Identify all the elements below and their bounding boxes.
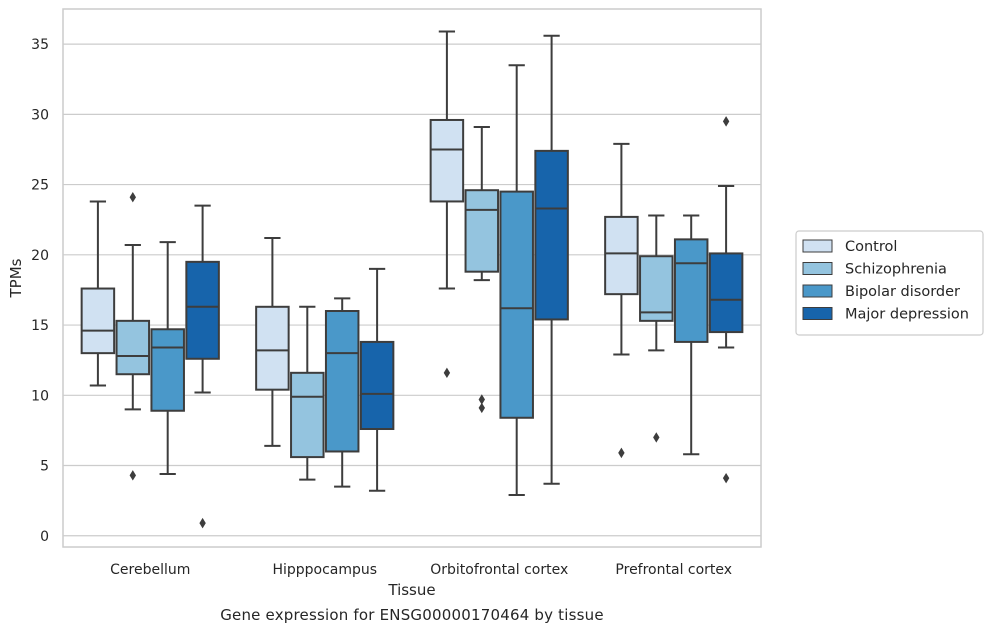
box-1-0 xyxy=(255,236,290,447)
outlier-point xyxy=(199,517,206,529)
outlier-point xyxy=(653,432,660,443)
outlier-point xyxy=(129,192,136,203)
box-1-1 xyxy=(290,305,325,481)
box-1-3 xyxy=(359,267,395,492)
box-1-2 xyxy=(324,297,360,488)
outlier-point xyxy=(722,116,730,127)
y-tick-label: 30 xyxy=(31,107,49,123)
outlier-point xyxy=(618,447,625,459)
box-body xyxy=(604,215,639,296)
outlier-point xyxy=(478,402,485,414)
legend-swatch xyxy=(802,307,833,320)
outlier-point xyxy=(129,470,136,481)
box-body xyxy=(115,319,151,376)
box-3-2 xyxy=(673,214,709,456)
outlier-point xyxy=(478,394,485,405)
box-body xyxy=(673,238,709,343)
box-body xyxy=(708,252,744,334)
x-tick-label: Prefrontal cortex xyxy=(615,562,732,578)
legend-label: Major depression xyxy=(845,307,969,323)
box-0-2 xyxy=(150,241,185,475)
x-axis-label: Tissue xyxy=(387,581,435,599)
box-3-1 xyxy=(639,214,674,443)
box-body xyxy=(429,118,465,203)
box-body xyxy=(324,310,360,453)
box-0-0 xyxy=(80,200,116,387)
legend-label: Control xyxy=(845,239,897,255)
y-axis-label: TPMs xyxy=(7,258,25,298)
box-3-3 xyxy=(708,116,744,484)
box-body xyxy=(359,340,395,431)
figure-caption: Gene expression for ENSG00000170464 by t… xyxy=(220,606,604,624)
legend-swatch xyxy=(802,284,833,298)
box-2-0 xyxy=(429,30,465,379)
box-body xyxy=(534,149,569,321)
y-tick-label: 10 xyxy=(31,388,49,404)
outlier-point xyxy=(443,367,451,379)
box-body xyxy=(464,189,500,273)
y-tick-label: 0 xyxy=(40,529,49,545)
x-tick-label: Orbitofrontal cortex xyxy=(430,562,568,578)
box-body xyxy=(150,328,185,412)
legend-label: Schizophrenia xyxy=(845,262,947,278)
box-body xyxy=(639,255,674,322)
legend-label: Bipolar disorder xyxy=(845,284,960,300)
legend-swatch xyxy=(802,239,833,253)
box-body xyxy=(499,190,534,419)
box-body xyxy=(255,305,290,391)
y-tick-label: 20 xyxy=(31,248,49,264)
y-tick-label: 25 xyxy=(31,178,49,194)
y-tick-label: 15 xyxy=(31,318,49,334)
y-tick-label: 35 xyxy=(31,37,49,53)
box-0-1 xyxy=(115,192,151,481)
box-body xyxy=(185,260,220,360)
box-2-3 xyxy=(534,34,569,485)
box-body xyxy=(290,371,325,459)
plot-frame xyxy=(62,8,762,548)
box-2-2 xyxy=(499,64,534,497)
box-0-3 xyxy=(185,204,220,529)
box-3-0 xyxy=(604,142,639,459)
outlier-point xyxy=(722,472,730,484)
x-tick-label: Cerebellum xyxy=(110,562,190,578)
legend-frame xyxy=(795,230,984,336)
legend-swatch xyxy=(802,262,833,275)
box-body xyxy=(80,287,116,355)
box-2-1 xyxy=(464,125,500,414)
y-tick-label: 5 xyxy=(40,459,49,475)
x-tick-label: Hipppocampus xyxy=(272,562,377,578)
legend: Control Schizophrenia Bipolar disorder Majo… xyxy=(795,230,984,336)
